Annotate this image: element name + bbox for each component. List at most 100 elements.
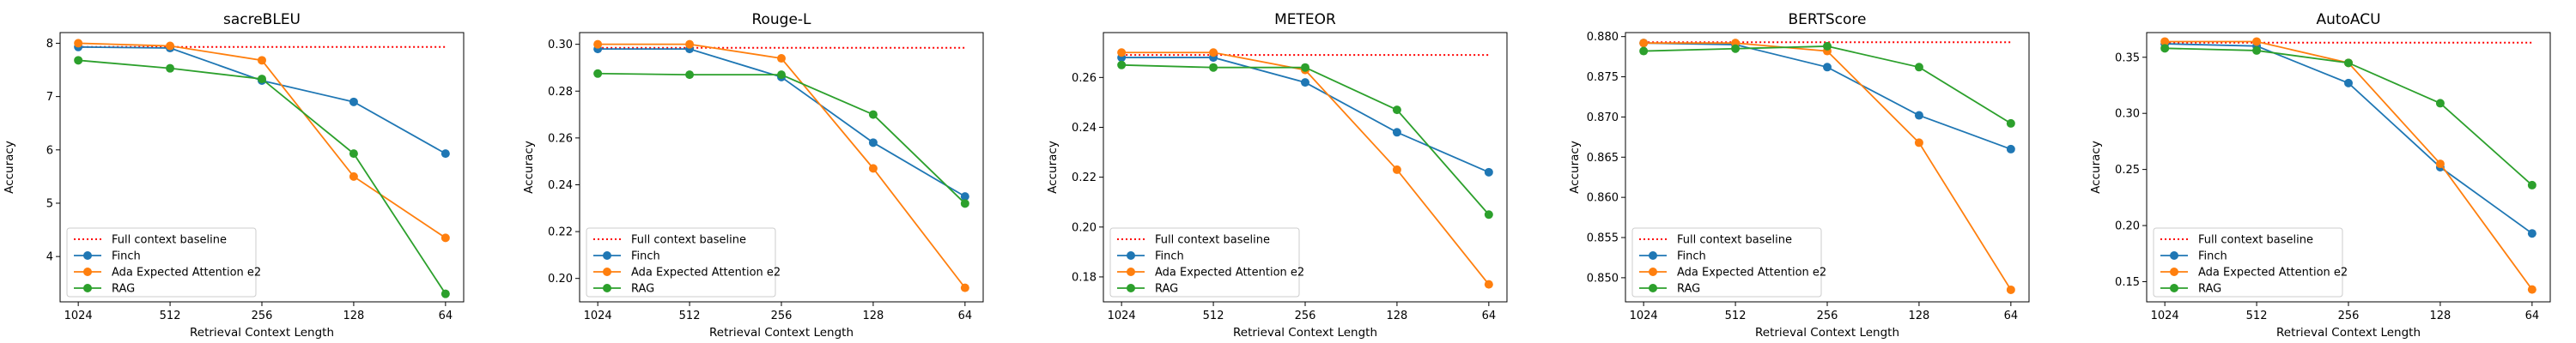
chart-title: AutoACU xyxy=(2316,11,2380,28)
data-point-finch xyxy=(349,97,358,106)
y-axis-label: Accuracy xyxy=(2089,141,2103,194)
data-point-finch xyxy=(1301,78,1309,87)
legend-label: RAG xyxy=(1677,283,1700,296)
y-tick-label: 5 xyxy=(46,197,53,210)
chart-panel-3: METEOR 1024 512 256 128 64 0.18 0.20 0.22 0.24 0.2… xyxy=(1046,11,1508,340)
chart-panel-2: Rouge-L 1024 512 256 128 64 0.20 0.22 0.24 0.26 0.… xyxy=(522,11,984,340)
y-tick-label: 7 xyxy=(46,91,53,104)
data-point-ada-expected-attention-e2 xyxy=(1639,39,1649,48)
data-point-rag xyxy=(960,199,969,208)
legend-label: Ada Expected Attention e2 xyxy=(112,267,261,280)
x-tick-label: 1024 xyxy=(584,310,612,322)
data-point-ada-expected-attention-e2 xyxy=(1117,48,1127,57)
series-line-finch xyxy=(1643,42,2012,150)
data-point-ada-expected-attention-e2 xyxy=(777,54,786,63)
data-point-ada-expected-attention-e2 xyxy=(1209,48,1218,57)
legend-swatch-marker xyxy=(603,284,611,292)
data-point-rag xyxy=(685,70,695,80)
data-point-ada-expected-attention-e2 xyxy=(166,41,175,51)
y-tick-label: 0.20 xyxy=(548,273,573,286)
x-tick-label: 64 xyxy=(439,310,453,322)
x-tick-label: 128 xyxy=(343,310,365,322)
legend-box xyxy=(1109,227,1300,298)
data-point-rag xyxy=(1117,60,1127,69)
x-tick-label: 1024 xyxy=(2151,310,2179,322)
data-point-rag xyxy=(2006,118,2015,128)
chart-panel-4: BERTScore 1024 512 256 128 64 0.850 0.855 0.860 0… xyxy=(1568,11,2030,340)
y-tick-label: 0.30 xyxy=(548,39,573,51)
x-tick-label: 128 xyxy=(2430,310,2451,322)
x-tick-label: 64 xyxy=(958,310,973,322)
data-point-finch xyxy=(868,138,878,147)
series-line-rag xyxy=(2165,47,2533,186)
x-tick-label: 512 xyxy=(2246,310,2268,322)
legend-swatch-marker xyxy=(603,251,611,260)
data-point-ada-expected-attention-e2 xyxy=(349,172,358,181)
x-tick-label: 512 xyxy=(160,310,181,322)
y-axis-label: Accuracy xyxy=(1046,141,1060,194)
data-point-rag xyxy=(1392,105,1401,115)
legend-label: RAG xyxy=(112,283,135,296)
data-point-rag xyxy=(440,289,450,298)
y-axis-label: Accuracy xyxy=(522,141,536,194)
x-tick-label: 256 xyxy=(771,310,793,322)
legend-swatch-marker xyxy=(1649,251,1657,260)
x-tick-label: 128 xyxy=(1387,310,1408,322)
legend-label: Ada Expected Attention e2 xyxy=(2198,267,2348,280)
legend-label: Ada Expected Attention e2 xyxy=(1677,267,1826,280)
data-point-rag xyxy=(1209,63,1218,72)
legend-label: Ada Expected Attention e2 xyxy=(631,267,781,280)
data-point-rag xyxy=(349,149,358,159)
x-tick-label: 1024 xyxy=(64,310,93,322)
legend-swatch-marker xyxy=(83,251,92,260)
x-axis-label: Retrieval Context Length xyxy=(1233,326,1377,340)
y-axis-label: Accuracy xyxy=(1568,141,1582,194)
data-point-finch xyxy=(960,192,969,202)
legend-swatch-marker xyxy=(603,268,611,276)
data-point-rag xyxy=(777,70,786,80)
legend-box xyxy=(586,227,776,298)
x-tick-label: 512 xyxy=(679,310,701,322)
data-point-rag xyxy=(1914,63,1923,72)
data-point-ada-expected-attention-e2 xyxy=(2252,37,2262,46)
x-tick-label: 1024 xyxy=(1108,310,1136,322)
legend-label: RAG xyxy=(1155,283,1178,296)
x-axis-label: Retrieval Context Length xyxy=(2276,326,2421,340)
data-point-rag xyxy=(1823,41,1832,51)
legend-label: Finch xyxy=(1677,250,1706,263)
data-point-finch xyxy=(2527,229,2537,238)
data-point-ada-expected-attention-e2 xyxy=(1392,165,1401,174)
legend-swatch-marker xyxy=(1127,251,1135,260)
y-tick-label: 0.18 xyxy=(1072,271,1097,284)
y-tick-label: 0.24 xyxy=(1072,122,1097,135)
x-tick-label: 64 xyxy=(2525,310,2540,322)
data-point-finch xyxy=(1484,167,1493,177)
y-tick-label: 0.15 xyxy=(2115,276,2140,289)
series-line-rag xyxy=(598,72,966,204)
x-axis-label: Retrieval Context Length xyxy=(709,326,854,340)
x-tick-label: 256 xyxy=(1817,310,1838,322)
x-tick-label: 256 xyxy=(2338,310,2360,322)
series-line-rag xyxy=(1121,63,1490,215)
data-point-finch xyxy=(2006,144,2015,153)
data-point-ada-expected-attention-e2 xyxy=(1484,280,1493,289)
y-tick-label: 0.855 xyxy=(1587,232,1619,245)
chart-title: sacreBLEU xyxy=(223,11,301,28)
data-point-rag xyxy=(2344,58,2353,68)
data-point-rag xyxy=(2160,44,2170,53)
legend-swatch-marker xyxy=(1127,268,1135,276)
chart-title: Rouge-L xyxy=(751,11,811,28)
x-tick-label: 64 xyxy=(1482,310,1497,322)
data-point-finch xyxy=(1823,63,1832,72)
legend-label: RAG xyxy=(2198,283,2221,296)
x-tick-label: 64 xyxy=(2004,310,2019,322)
data-point-rag xyxy=(74,56,83,65)
data-point-rag xyxy=(1301,63,1309,72)
data-point-rag xyxy=(258,75,266,84)
legend-label: Full context baseline xyxy=(631,234,746,247)
data-point-finch xyxy=(2344,78,2353,87)
data-point-rag xyxy=(2435,99,2445,108)
data-point-rag xyxy=(2252,45,2262,55)
y-tick-label: 0.860 xyxy=(1587,192,1619,205)
